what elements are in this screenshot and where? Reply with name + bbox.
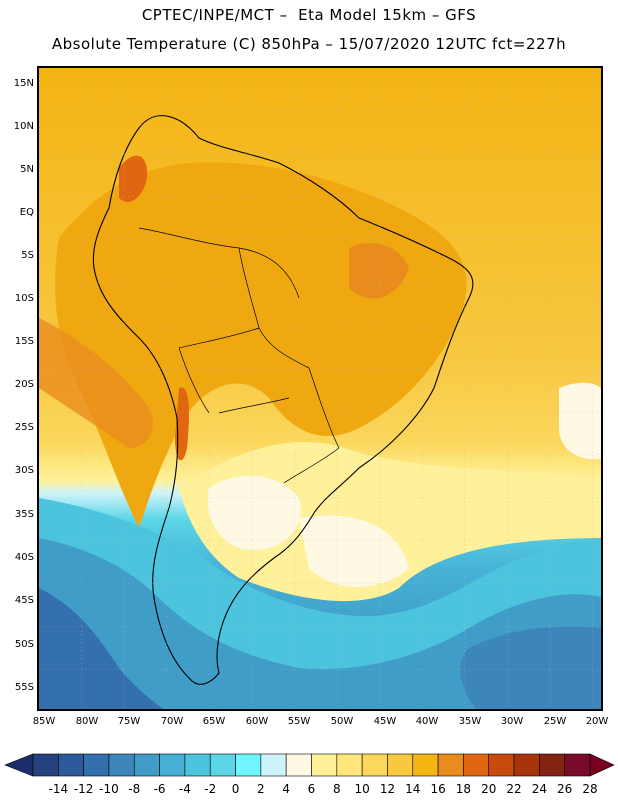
legend-swatch xyxy=(336,753,363,777)
legend-swatch xyxy=(488,753,515,777)
legend-swatch xyxy=(311,753,338,777)
legend-swatch xyxy=(159,753,186,777)
legend-tick-label: 2 xyxy=(257,782,265,796)
lat-label: 10S xyxy=(14,293,34,304)
lon-label: 20W xyxy=(585,716,609,727)
legend-tick-label: 10 xyxy=(354,782,370,796)
legend-tick-label: -4 xyxy=(178,782,191,796)
lat-label: 40S xyxy=(14,552,34,563)
color-legend xyxy=(4,753,615,777)
lon-label: 75W xyxy=(117,716,141,727)
legend-swatch xyxy=(437,753,464,777)
lat-label: 5S xyxy=(21,250,34,261)
legend-tick-label: 8 xyxy=(332,782,341,796)
lon-label: 40W xyxy=(415,716,439,727)
legend-tick-label: 0 xyxy=(231,782,240,796)
legend-tick-label: 4 xyxy=(282,782,290,796)
legend-swatch xyxy=(285,753,312,777)
map-canvas xyxy=(39,68,601,709)
lat-label: 15S xyxy=(14,336,34,347)
graticule xyxy=(39,68,601,709)
legend-tick-label: 26 xyxy=(557,782,573,796)
lon-label: 80W xyxy=(75,716,99,727)
lat-label: 50S xyxy=(14,639,34,650)
lat-label: 10N xyxy=(13,121,34,132)
legend-tick-label: -12 xyxy=(73,782,94,796)
legend-tick-label: 12 xyxy=(379,782,396,796)
lat-label: EQ xyxy=(19,207,34,218)
lon-label: 65W xyxy=(202,716,226,727)
lon-label: 55W xyxy=(287,716,311,727)
legend-swatch xyxy=(387,753,414,777)
legend-swatch xyxy=(361,753,388,777)
legend-swatch xyxy=(184,753,211,777)
legend-tick-label: 18 xyxy=(455,782,472,796)
lon-label: 85W xyxy=(32,716,56,727)
lat-label: 15N xyxy=(13,78,34,89)
legend-tick-label: -6 xyxy=(153,782,166,796)
legend-swatch xyxy=(58,753,84,777)
legend-swatch xyxy=(83,753,110,777)
legend-swatch xyxy=(108,753,135,777)
lat-label: 30S xyxy=(14,465,34,476)
lat-label: 20S xyxy=(14,379,34,390)
legend-tick-label: -10 xyxy=(99,782,119,796)
legend-tick-label: 16 xyxy=(430,782,446,796)
legend-tick-label: -2 xyxy=(204,782,217,796)
legend-tick-label: 28 xyxy=(582,782,598,796)
lat-label: 35S xyxy=(14,509,34,520)
legend-tick-label: 24 xyxy=(531,782,547,796)
lon-label: 35W xyxy=(458,716,482,727)
legend-swatch xyxy=(32,753,59,777)
legend-tick-label: 14 xyxy=(405,782,421,796)
legend-swatch xyxy=(235,753,262,777)
legend-swatch xyxy=(539,753,565,777)
legend-swatch xyxy=(513,753,540,777)
map-title: CPTEC/INPE/MCT – Eta Model 15km – GFS xyxy=(141,6,477,24)
lon-label: 25W xyxy=(543,716,567,727)
map-subtitle: Absolute Temperature (C) 850hPa – 15/07/… xyxy=(51,35,567,53)
legend-swatch xyxy=(133,753,160,777)
lat-label: 25S xyxy=(14,422,34,433)
legend-tick-label: -14 xyxy=(48,782,69,796)
lat-label: 45S xyxy=(14,595,34,606)
lon-label: 30W xyxy=(500,716,524,727)
legend-tick-label: -8 xyxy=(128,782,141,796)
lat-label: 5N xyxy=(20,164,34,175)
legend-tick-label: 6 xyxy=(307,782,316,796)
legend-tick-label: 20 xyxy=(481,782,497,796)
legend-swatch xyxy=(463,753,490,777)
lon-label: 70W xyxy=(160,716,184,727)
legend-tick-label: 22 xyxy=(506,782,522,796)
lon-label: 50W xyxy=(330,716,354,727)
legend-arrow-high xyxy=(589,753,615,777)
lat-label: 55S xyxy=(14,682,34,693)
legend-swatch xyxy=(412,753,439,777)
legend-swatch xyxy=(260,753,287,777)
lon-label: 45W xyxy=(373,716,397,727)
legend-swatch xyxy=(564,753,591,777)
lon-label: 60W xyxy=(245,716,269,727)
legend-arrow-low xyxy=(4,753,34,777)
temperature-map xyxy=(37,66,603,711)
legend-swatch xyxy=(209,753,236,777)
